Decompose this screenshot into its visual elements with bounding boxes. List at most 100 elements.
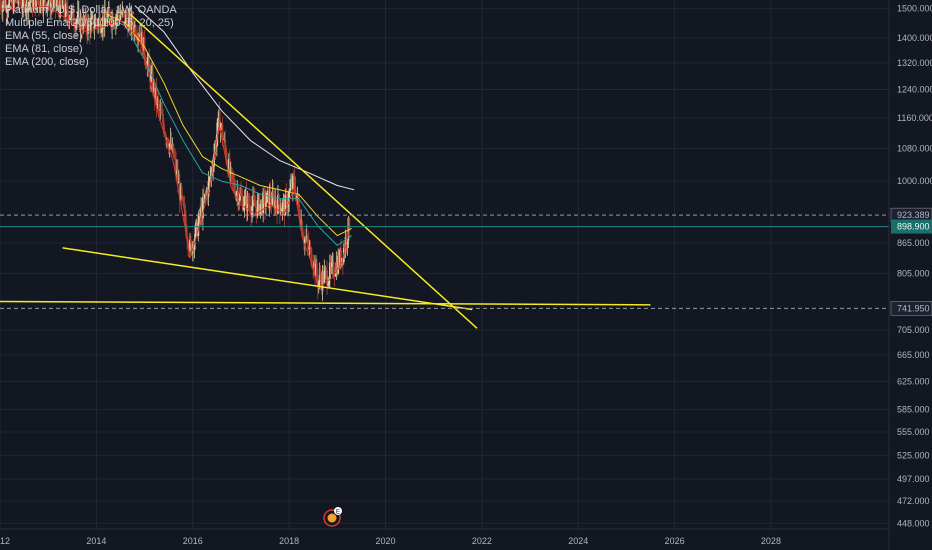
candle-body (253, 200, 256, 207)
candle-body (5, 1, 8, 13)
x-tick-label: 2018 (279, 536, 299, 546)
time-axis[interactable]: 2012 2014 2016 2018 2020 2022 2024 2026 2028 (0, 536, 781, 546)
candle-body (269, 192, 272, 203)
candle-body (124, 12, 126, 24)
candle-body (19, 1, 22, 3)
candle-body (103, 9, 106, 28)
candle-body (316, 263, 318, 278)
ema-line-2 (134, 5, 355, 191)
trendlines[interactable] (0, 13, 651, 329)
candle-body (255, 208, 258, 216)
candle-body (322, 271, 325, 284)
candle-body (119, 14, 122, 20)
legend-ema-81[interactable]: EMA (81, close) (5, 43, 83, 55)
candle-body (141, 32, 144, 55)
price-tag: 741.950 (890, 301, 932, 316)
candle-body (24, 0, 26, 12)
price-tag-box (891, 219, 932, 234)
candle-body (0, 8, 3, 12)
candle-body (151, 71, 153, 73)
y-tick-label: 625.000 (897, 376, 930, 386)
candle-body (225, 148, 227, 160)
candle-body (10, 0, 13, 2)
svg-text:E: E (336, 510, 340, 516)
candle-body (265, 193, 268, 203)
y-tick-label: 805.000 (897, 269, 930, 279)
candle-body (184, 210, 187, 224)
candle-body (96, 23, 99, 27)
trendline-0[interactable] (129, 13, 478, 329)
candle-body (183, 205, 186, 211)
candle-body (320, 280, 323, 290)
dividend-marker-icon[interactable]: E (323, 507, 342, 527)
y-tick-label: 865.000 (897, 238, 930, 248)
candle-body (337, 256, 340, 274)
candle-body (97, 20, 100, 27)
candle-body (2, 0, 5, 5)
candle-body (242, 205, 245, 210)
candle-body (304, 238, 307, 240)
candle-body (121, 9, 124, 16)
candle-body (229, 167, 232, 174)
candle-body (306, 236, 309, 243)
candle-body (317, 281, 320, 288)
candle-body (34, 0, 37, 10)
legend-symbol[interactable]: Platinum / U.S. Dollar, 1W, OANDA (5, 4, 177, 16)
candle-body (92, 15, 95, 29)
candle-body (244, 193, 247, 196)
candle-body (115, 16, 118, 18)
candle-body (76, 19, 78, 22)
candle-body (72, 7, 75, 23)
trendline-1[interactable] (62, 247, 473, 311)
candle-body (67, 14, 70, 23)
candle-body (98, 18, 101, 21)
candle-body (262, 192, 265, 214)
candle-body (230, 167, 233, 174)
candle-body (298, 204, 301, 219)
price-tag-box (890, 301, 932, 316)
candle-body (172, 144, 175, 157)
candle-body (149, 66, 152, 83)
candle-body (292, 175, 295, 177)
candle-body (127, 17, 130, 32)
candle-body (249, 205, 252, 213)
candle-body (163, 124, 165, 135)
candle-body (286, 194, 289, 208)
candle-body (258, 195, 261, 215)
candle-body (293, 176, 296, 189)
candle-body (328, 279, 330, 285)
candle-body (17, 0, 20, 4)
candle-body (257, 195, 260, 201)
candle-body (210, 168, 213, 177)
candle-body (185, 223, 188, 237)
legend-ema-55[interactable]: EMA (55, close) (5, 30, 83, 42)
candle-body (176, 170, 178, 174)
candle-body (273, 195, 276, 209)
candle-body (122, 9, 125, 12)
candle-body (219, 125, 222, 131)
x-tick-label: 2022 (472, 536, 492, 546)
candle-body (93, 26, 96, 29)
candle-body (69, 18, 72, 20)
candle-body (129, 12, 132, 30)
candle-body (91, 15, 94, 17)
candle-body (137, 35, 139, 41)
candle-body (336, 262, 339, 274)
legend-multi-ema[interactable]: Multiple Ema 20/50/100 (5, 20, 25) (5, 17, 174, 29)
legend-ema-200[interactable]: EMA (200, close) (5, 56, 89, 68)
candle-body (84, 15, 87, 23)
price-level-lines (0, 214, 889, 309)
y-tick-label: 585.000 (897, 405, 930, 415)
candle-body (239, 193, 241, 201)
candle-body (60, 0, 63, 5)
candle-body (6, 10, 9, 13)
candle-body (83, 17, 86, 23)
candle-body (295, 196, 298, 199)
candle-body (245, 193, 248, 211)
candle-body (140, 32, 143, 45)
candle-body (259, 204, 262, 215)
trendline-2[interactable] (0, 300, 651, 306)
candle-body (50, 1, 52, 10)
price-axis[interactable]: 1500.000 1400.000 1320.000 1240.000 1160.000… (897, 3, 932, 528)
